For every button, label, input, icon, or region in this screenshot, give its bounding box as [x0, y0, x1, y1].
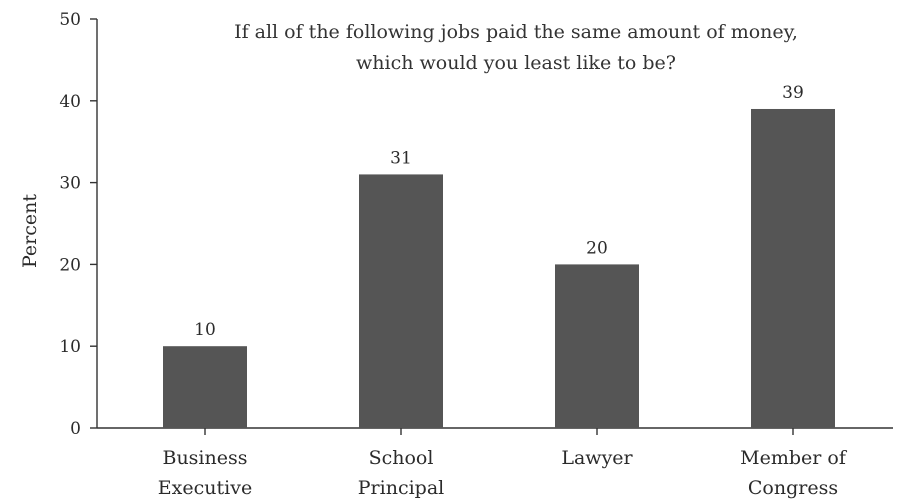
- category-label-line: Executive: [158, 477, 252, 499]
- bar: [751, 108, 835, 428]
- bar-value-label: 20: [586, 238, 608, 258]
- category-label: School Principal: [358, 447, 444, 499]
- category-label-line: Lawyer: [561, 447, 633, 469]
- y-axis: 0 10 20 30 40 50: [59, 10, 98, 439]
- y-tick-label: 10: [59, 337, 81, 357]
- y-tick-label: 20: [59, 255, 81, 275]
- category-label: Business Executive: [158, 447, 252, 499]
- bar: [359, 174, 443, 428]
- y-tick-label: 30: [59, 174, 81, 194]
- y-tick-label: 0: [70, 419, 81, 439]
- x-axis: [97, 427, 893, 435]
- category-label-line: Member of: [740, 447, 848, 469]
- category-labels: Business Executive School Principal Lawyer Me…: [158, 447, 848, 499]
- category-label-line: School: [369, 447, 434, 469]
- category-label-line: Business: [162, 447, 247, 469]
- bar-value-label: 31: [390, 148, 412, 168]
- bars: [163, 108, 835, 428]
- bar: [555, 264, 639, 428]
- bar-value-label: 39: [782, 83, 804, 103]
- bar: [163, 346, 247, 428]
- category-label: Member of Congress: [740, 447, 848, 499]
- category-label-line: Principal: [358, 477, 444, 499]
- category-label: Lawyer: [561, 447, 633, 469]
- category-label-line: Congress: [748, 477, 838, 499]
- chart-title-line-1: If all of the following jobs paid the sa…: [234, 21, 798, 43]
- bar-value-label: 10: [194, 320, 216, 340]
- chart-title: If all of the following jobs paid the sa…: [234, 21, 798, 74]
- data-labels: 10 31 20 39: [194, 83, 804, 340]
- chart-title-line-2: which would you least like to be?: [356, 52, 676, 74]
- y-tick-label: 40: [59, 92, 81, 112]
- y-axis-title: Percent: [19, 194, 41, 268]
- y-tick-label: 50: [59, 10, 81, 30]
